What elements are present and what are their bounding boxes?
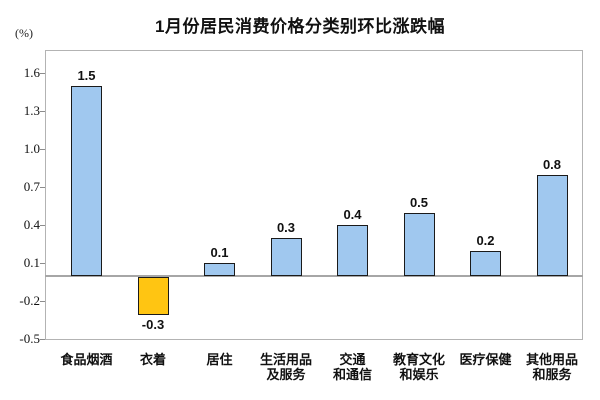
x-axis-label-2: 居住 xyxy=(206,352,233,367)
y-tick-mark xyxy=(40,111,45,112)
zero-axis-line xyxy=(45,275,583,277)
y-tick-mark xyxy=(40,187,45,188)
y-tick-label: 1.0 xyxy=(23,141,40,157)
bar-7 xyxy=(536,174,568,276)
y-tick-label: -0.2 xyxy=(19,293,40,309)
x-axis-label-7: 其他用品 和服务 xyxy=(525,352,578,382)
y-tick-label: 0.4 xyxy=(23,217,40,233)
y-tick-mark xyxy=(40,263,45,264)
x-axis-label-1: 衣着 xyxy=(139,352,166,367)
bar-2 xyxy=(204,263,235,276)
y-axis-unit-label: (%) xyxy=(15,26,33,40)
bar-5 xyxy=(403,212,435,276)
y-tick-mark xyxy=(40,149,45,150)
bar-3 xyxy=(270,237,302,276)
bar-value-label: 1.5 xyxy=(77,67,96,83)
x-axis-label-3: 生活用品 及服务 xyxy=(259,352,312,382)
chart-title: 1月份居民消费价格分类别环比涨跌幅 xyxy=(155,17,445,36)
y-tick-label: 1.6 xyxy=(23,65,40,81)
bar-4 xyxy=(337,225,368,276)
plot-area xyxy=(45,50,583,340)
y-tick-label: 0.7 xyxy=(23,179,40,195)
x-axis-label-0: 食品烟酒 xyxy=(60,352,113,367)
bar-value-label: 0.2 xyxy=(476,232,495,248)
bar-value-label: 0.4 xyxy=(343,207,362,223)
y-tick-label: -0.5 xyxy=(19,331,40,347)
bar-value-label: -0.3 xyxy=(141,317,165,332)
x-axis-label-6: 医疗保健 xyxy=(459,352,512,367)
bar-6 xyxy=(470,250,501,276)
bar-value-label: 0.5 xyxy=(409,194,429,210)
bar-1 xyxy=(137,277,169,315)
y-tick-label: 1.3 xyxy=(23,103,40,119)
bar-value-label: 0.1 xyxy=(210,245,229,261)
x-axis-label-4: 交通 和通信 xyxy=(332,352,372,382)
y-tick-mark xyxy=(40,301,45,302)
bar-value-label: 0.3 xyxy=(276,219,296,235)
bar-0 xyxy=(71,85,102,276)
y-tick-mark xyxy=(40,339,45,340)
y-tick-label: 0.1 xyxy=(23,255,40,271)
y-tick-mark xyxy=(40,73,45,74)
bar-value-label: 0.8 xyxy=(542,156,562,172)
x-axis-label-5: 教育文化 和娱乐 xyxy=(392,352,445,382)
y-tick-mark xyxy=(40,225,45,226)
